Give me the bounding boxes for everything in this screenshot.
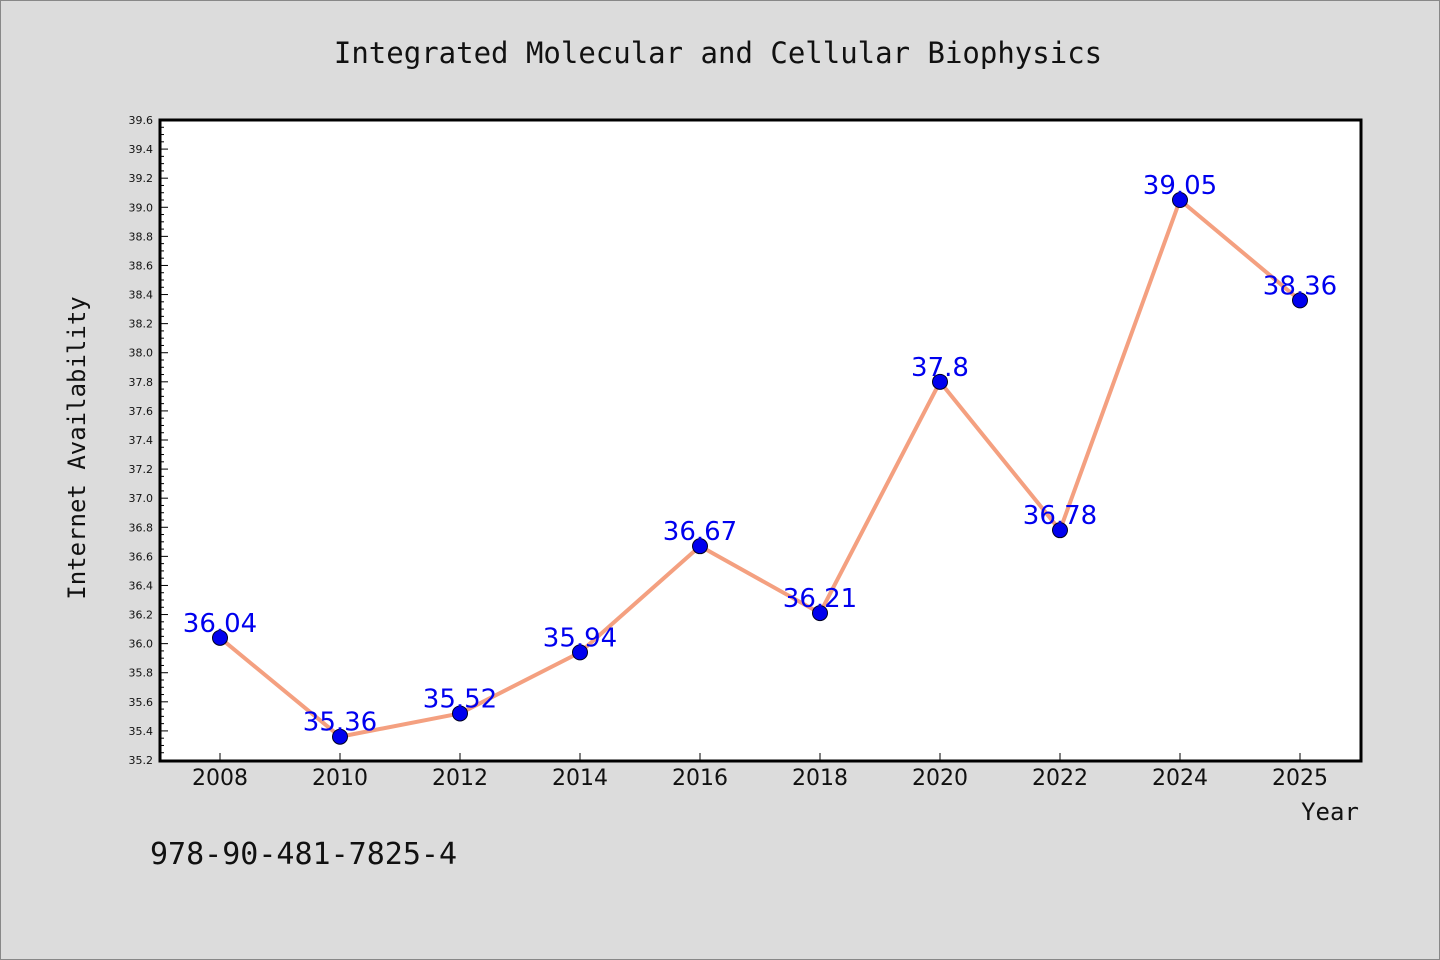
x-tick-label: 2022 [1032,766,1088,791]
data-point-marker [1172,192,1188,208]
data-value-label: 37.8 [911,353,969,383]
plot-area [158,118,1363,763]
data-point-marker [692,538,708,555]
data-point-marker [1292,292,1308,309]
x-axis-label: Year [1301,798,1359,826]
data-value-label: 36.67 [663,517,737,547]
footnote-isbn: 978-90-481-7825-4 [150,837,457,872]
y-axis-ticks: 35.2 35.4 35.6 35.8 36.0 36.2 36.4 36.6 36.8 37.0… [129,114,168,767]
y-tick-label: 35.6 [129,696,154,709]
x-tick-label: 2024 [1152,766,1208,791]
y-tick-label: 38.2 [129,318,154,331]
x-tick-label: 2018 [792,766,848,791]
y-tick-label: 37.8 [129,376,154,389]
data-point-marker [332,728,348,745]
x-tick-label: 2016 [672,766,728,791]
x-tick-label: 2025 [1272,766,1328,791]
data-point-marker [1052,522,1068,539]
y-tick-label: 39.0 [129,201,154,214]
data-point-marker [212,629,228,646]
x-tick-label: 2014 [552,766,608,791]
y-tick-label: 36.2 [129,609,154,622]
x-tick-label: 2008 [192,766,248,791]
y-tick-label: 38.8 [129,230,154,243]
data-value-label: 38.36 [1263,271,1337,301]
data-point-marker [452,705,468,722]
chart-title: Integrated Molecular and Cellular Biophy… [334,36,1102,70]
y-tick-label: 35.8 [129,667,154,680]
x-tick-label: 2010 [312,766,368,791]
y-tick-label: 39.6 [129,114,154,127]
data-markers [212,192,1308,745]
x-tick-label: 2020 [912,766,968,791]
y-tick-label: 35.4 [129,725,154,738]
data-value-label: 39.05 [1143,171,1217,201]
x-axis-ticks: 2008 2010 2012 2014 2016 2018 2020 2022 2024 2025 [192,753,1328,791]
data-value-label: 35.94 [543,623,617,653]
series-line [218,198,1302,739]
y-tick-label: 35.2 [129,754,154,767]
y-tick-label: 38.6 [129,259,154,272]
y-tick-label: 36.6 [129,550,154,563]
data-value-label: 36.04 [183,609,257,639]
y-tick-label: 39.2 [129,172,154,185]
data-point-marker [932,373,948,390]
y-tick-label: 36.8 [129,521,154,534]
data-point-marker [572,644,588,661]
y-tick-label: 38.0 [129,347,154,360]
y-tick-label: 37.4 [129,434,154,447]
y-axis-label: Internet Availability [63,296,91,599]
y-tick-label: 37.2 [129,463,154,476]
y-tick-label: 37.6 [129,405,154,418]
y-tick-label: 37.0 [129,492,154,505]
data-value-label: 36.21 [783,584,857,614]
data-point-marker [812,605,828,622]
y-tick-label: 36.0 [129,638,154,651]
y-tick-label: 39.4 [129,143,154,156]
y-tick-label: 38.4 [129,289,154,302]
data-value-label: 35.52 [423,684,497,714]
y-tick-label: 36.4 [129,579,154,592]
data-value-label: 35.36 [303,708,377,738]
x-tick-label: 2012 [432,766,488,791]
data-labels: 36.04 35.36 35.52 35.94 36.67 36.21 37.8 36.78 3… [183,171,1337,738]
data-value-label: 36.78 [1023,501,1097,531]
